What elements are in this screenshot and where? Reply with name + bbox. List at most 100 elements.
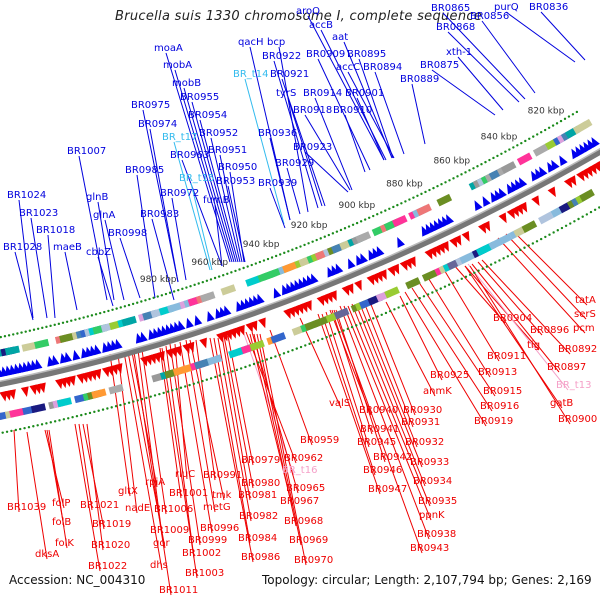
gene-label[interactable]: BR0856 — [470, 11, 509, 22]
gene-label[interactable]: BR0952 — [199, 128, 238, 139]
gene-label[interactable]: BR0865 — [431, 3, 470, 14]
gene-label[interactable]: moaA — [154, 43, 183, 54]
gene-label[interactable]: cbbZ — [86, 247, 111, 258]
gene-label[interactable]: BR0953 — [216, 176, 255, 187]
gene-label[interactable]: aat — [332, 32, 348, 43]
gene-label[interactable]: BR0980 — [241, 478, 280, 489]
gene-label[interactable]: gatB — [550, 398, 573, 409]
gene-label[interactable]: BR0968 — [284, 516, 323, 527]
gene-label[interactable]: BR1006 — [154, 504, 193, 515]
gene-label[interactable]: BR0947 — [368, 484, 407, 495]
gene-label[interactable]: BR0895 — [347, 49, 386, 60]
gene-label[interactable]: BR1003 — [185, 568, 224, 579]
gene-label[interactable]: BR0897 — [547, 362, 586, 373]
gene-label[interactable]: BR0892 — [558, 344, 597, 355]
gene-label[interactable]: dhs — [150, 560, 168, 571]
gene-label[interactable]: pcm — [573, 323, 595, 334]
gene-label[interactable]: qacH — [238, 37, 264, 48]
gene-label[interactable]: BR0919 — [474, 416, 513, 427]
gene-label[interactable]: BR0979 — [241, 455, 280, 466]
gene-label[interactable]: BR0970 — [294, 555, 333, 566]
gene-label[interactable]: tatA — [575, 295, 596, 306]
gene-label[interactable]: BR1009 — [150, 525, 189, 536]
gene-label[interactable]: BR0998 — [108, 228, 147, 239]
gene-label[interactable]: BR0909 — [306, 49, 345, 60]
gene-label[interactable]: BR0911 — [487, 351, 526, 362]
gene-label[interactable]: BR0985 — [125, 165, 164, 176]
gene-label[interactable]: BR0975 — [131, 100, 170, 111]
gene-label[interactable]: BR0915 — [483, 386, 522, 397]
gene-label[interactable]: BR0901 — [345, 88, 384, 99]
gene-label[interactable]: BR0929 — [275, 158, 314, 169]
gene-label[interactable]: BR1007 — [67, 146, 106, 157]
gene-label[interactable]: anmK — [423, 386, 452, 397]
gene-label[interactable]: BR0983 — [140, 209, 179, 220]
gene-label[interactable]: BR0918 — [293, 105, 332, 116]
gene-label[interactable]: BR0946 — [363, 465, 402, 476]
gene-label[interactable]: BR0913 — [478, 367, 517, 378]
gene-label[interactable]: BR0951 — [208, 145, 247, 156]
gene-label[interactable]: aroQ — [296, 6, 320, 17]
gene-label[interactable]: metG — [203, 502, 231, 513]
gene-label[interactable]: xth-1 — [446, 47, 472, 58]
gene-label[interactable]: BR1023 — [19, 208, 58, 219]
gene-label[interactable]: BR0943 — [410, 543, 449, 554]
gene-label[interactable]: BR1022 — [88, 561, 127, 572]
gene-label[interactable]: BR0938 — [417, 529, 456, 540]
gene-label[interactable]: BR1020 — [91, 540, 130, 551]
gene-label[interactable]: gor — [153, 538, 170, 549]
gene-label[interactable]: BR0954 — [188, 110, 227, 121]
gene-label[interactable]: BR0965 — [286, 483, 325, 494]
gene-label[interactable]: BR0999 — [188, 535, 227, 546]
gene-label[interactable]: BR0972 — [160, 188, 199, 199]
gene-label[interactable]: BR0942 — [373, 452, 412, 463]
gene-label[interactable]: maeB — [53, 242, 82, 253]
gene-label[interactable]: BR0889 — [400, 74, 439, 85]
gene-label[interactable]: BR0981 — [238, 490, 277, 501]
gene-label[interactable]: BR0933 — [410, 457, 449, 468]
gene-label[interactable]: BR0836 — [529, 2, 568, 13]
gene-label[interactable]: BR0922 — [262, 51, 301, 62]
gene-label[interactable]: BR0934 — [413, 476, 452, 487]
gene-label[interactable]: BR0930 — [403, 405, 442, 416]
gene-label[interactable]: BR0984 — [238, 533, 277, 544]
gene-label[interactable]: BR0925 — [430, 370, 469, 381]
gene-label[interactable]: BR0931 — [401, 417, 440, 428]
gene-label[interactable]: BR_t17 — [162, 132, 197, 143]
gene-label[interactable]: BR0932 — [405, 437, 444, 448]
gene-label[interactable]: BR0910 — [333, 105, 372, 116]
gene-label[interactable]: BR1011 — [159, 585, 198, 596]
gene-label[interactable]: BR0986 — [241, 552, 280, 563]
gene-label[interactable]: BR0967 — [280, 496, 319, 507]
gene-label[interactable]: BR0923 — [293, 142, 332, 153]
gene-label[interactable]: BR0962 — [284, 453, 323, 464]
gene-label[interactable]: BR1039 — [7, 502, 46, 513]
gene-label[interactable]: BR0900 — [558, 414, 597, 425]
gene-label[interactable]: rpiA — [145, 477, 165, 488]
gene-label[interactable]: bcp — [267, 37, 285, 48]
gene-label[interactable]: glnB — [86, 192, 108, 203]
gene-label[interactable]: BR0945 — [357, 437, 396, 448]
gene-label[interactable]: BR0940 — [359, 405, 398, 416]
gene-label[interactable]: BR0914 — [303, 88, 342, 99]
gene-label[interactable]: rluC — [175, 469, 195, 480]
gene-label[interactable]: BR0996 — [200, 523, 239, 534]
gene-label[interactable]: dksA — [35, 549, 59, 560]
gene-label[interactable]: BR_t13 — [556, 380, 591, 391]
gene-label[interactable]: BR0875 — [420, 60, 459, 71]
gene-label[interactable]: BR0921 — [270, 69, 309, 80]
gene-label[interactable]: BR_t14 — [233, 69, 268, 80]
gene-label[interactable]: BR0959 — [300, 435, 339, 446]
gene-label[interactable]: accB — [309, 20, 333, 31]
gene-label[interactable]: BR_t15 — [179, 173, 214, 184]
gene-label[interactable]: valS — [329, 398, 350, 409]
gene-label[interactable]: fumB — [203, 195, 230, 206]
gene-label[interactable]: folK — [55, 538, 74, 549]
gene-label[interactable]: BR1021 — [80, 500, 119, 511]
gene-label[interactable]: serS — [574, 309, 596, 320]
gene-label[interactable]: BR1028 — [3, 242, 42, 253]
gene-label[interactable]: BR1001 — [169, 488, 208, 499]
gene-label[interactable]: BR0935 — [418, 496, 457, 507]
gene-label[interactable]: BR1002 — [182, 548, 221, 559]
